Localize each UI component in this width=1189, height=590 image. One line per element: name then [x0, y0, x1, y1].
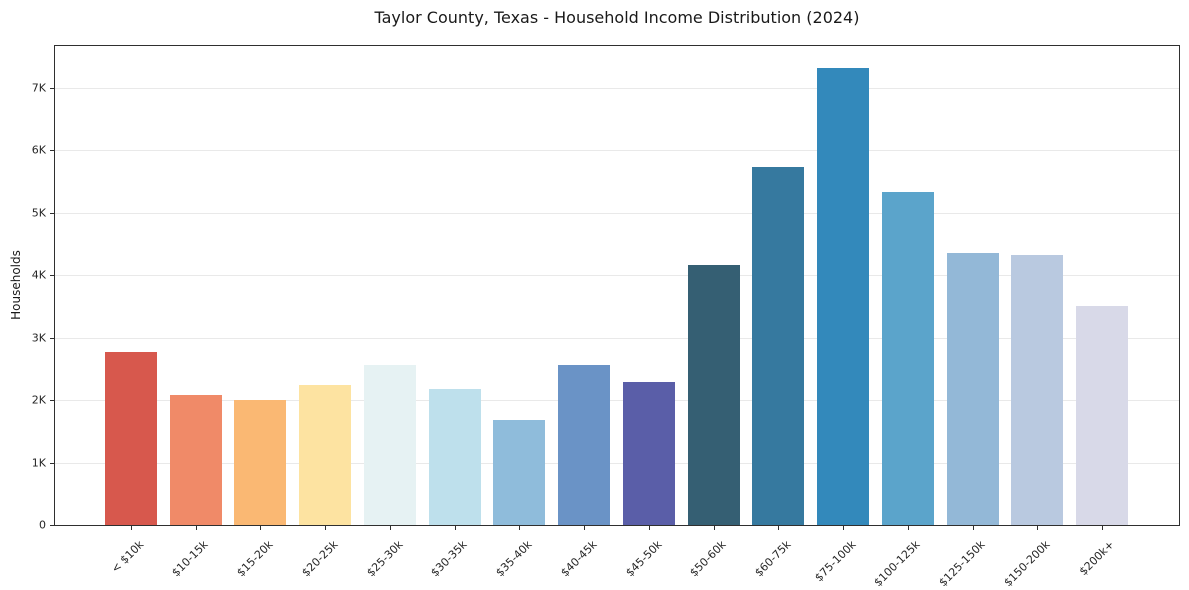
y-axis-tick	[50, 87, 54, 89]
bar-30-35k	[428, 389, 481, 525]
gridline	[55, 275, 1179, 277]
y-tick-label: 3K	[31, 331, 46, 345]
chart-title: Taylor County, Texas - Household Income …	[374, 8, 860, 27]
bar-75-100k	[817, 67, 870, 525]
gridline	[55, 150, 1179, 152]
y-tick-label: 0	[39, 518, 46, 532]
x-axis-tick	[260, 526, 262, 530]
y-axis-tick	[50, 150, 54, 152]
x-axis-tick	[584, 526, 586, 530]
x-axis-tick	[1037, 526, 1039, 530]
bar-60-75k	[752, 166, 805, 525]
bar-15-20k	[234, 400, 287, 525]
x-axis-tick	[325, 526, 327, 530]
x-axis-tick	[972, 526, 974, 530]
x-axis-tick	[648, 526, 650, 530]
x-axis-tick	[389, 526, 391, 530]
bar-50-60k	[687, 265, 740, 525]
bar-150-200k	[1011, 254, 1064, 525]
bar-100-125k	[881, 191, 934, 525]
y-tick-label: 1K	[31, 456, 46, 470]
gridline	[55, 212, 1179, 214]
bar-10k	[105, 352, 157, 525]
x-axis-tick	[907, 526, 909, 530]
y-tick-label: 7K	[31, 81, 46, 95]
y-axis-label: Households	[9, 250, 23, 320]
bar-20-25k	[299, 385, 352, 525]
y-axis-tick	[50, 400, 54, 402]
gridline	[55, 87, 1179, 89]
bar-35-40k	[493, 420, 546, 525]
y-tick-label: 4K	[31, 268, 46, 282]
y-tick-label: 5K	[31, 206, 46, 220]
x-axis-tick	[454, 526, 456, 530]
x-tick-label-text: $200k+	[1077, 538, 1118, 579]
y-axis-tick	[50, 212, 54, 214]
y-axis-tick	[50, 462, 54, 464]
y-tick-label: 2K	[31, 393, 46, 407]
gridline	[55, 337, 1179, 339]
x-axis-tick	[843, 526, 845, 530]
gridline	[55, 400, 1179, 402]
x-tick-label: $200k+	[908, 533, 1117, 578]
bar-10-15k	[169, 395, 222, 525]
y-axis-tick	[50, 337, 54, 339]
y-tick-label: 6K	[31, 143, 46, 157]
bar-45-50k	[622, 382, 675, 525]
y-axis-tick	[50, 275, 54, 277]
x-axis-tick	[778, 526, 780, 530]
bar-125-150k	[946, 252, 999, 525]
gridline	[55, 462, 1179, 464]
x-axis-tick	[131, 526, 132, 530]
x-axis-tick	[713, 526, 715, 530]
plot-area	[54, 45, 1180, 526]
bar-40-45k	[558, 364, 611, 525]
bar-25-30k	[363, 365, 416, 525]
y-axis-tick	[50, 525, 54, 526]
x-axis-tick	[195, 526, 197, 530]
bar-200k	[1076, 306, 1128, 525]
x-axis-tick	[1102, 526, 1103, 530]
x-axis-tick	[519, 526, 521, 530]
